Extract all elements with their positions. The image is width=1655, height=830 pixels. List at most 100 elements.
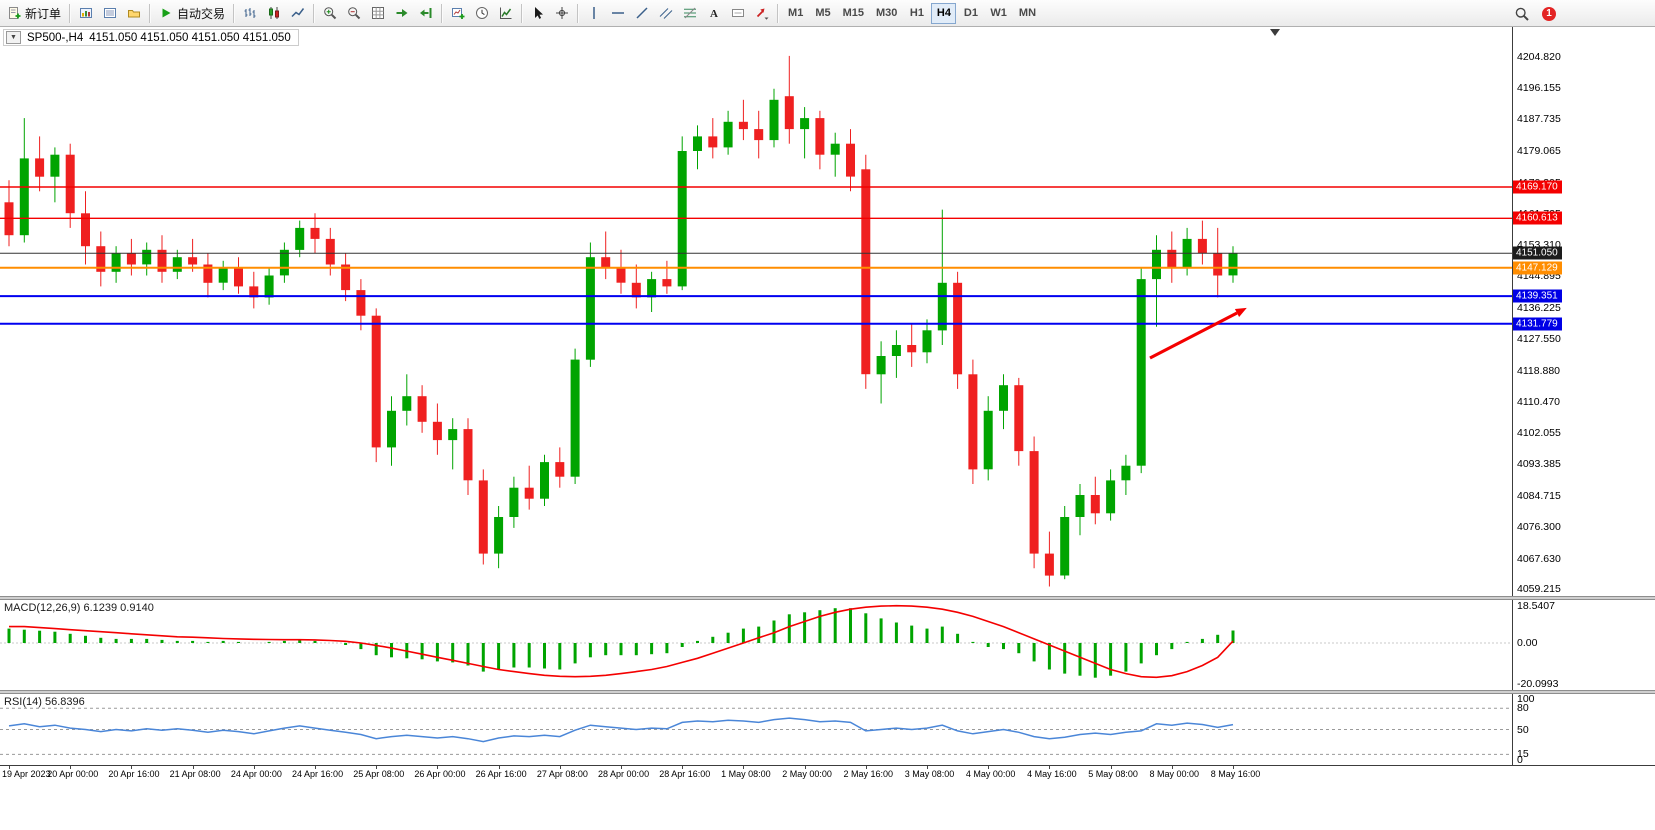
bar-chart-button[interactable]	[238, 2, 262, 25]
new-chart-button[interactable]	[446, 2, 470, 25]
rsi-pane[interactable]: RSI(14) 56.8396 100 80 50 15 0	[0, 694, 1655, 765]
chart-shift-marker[interactable]	[1270, 29, 1280, 36]
price-axis-label: 4084.715	[1517, 490, 1561, 502]
price-axis-label: 4136.225	[1517, 301, 1561, 314]
vline-icon	[593, 7, 595, 19]
indicators-button[interactable]	[494, 2, 518, 25]
rsi-axis-label: 100	[1517, 694, 1535, 705]
annotation-arrow	[1234, 307, 1247, 317]
period-button[interactable]	[470, 2, 494, 25]
rsi-label: RSI(14) 56.8396	[4, 696, 85, 708]
time-tick	[865, 766, 867, 769]
text-icon: A	[710, 8, 718, 20]
new-order-button[interactable]: 新订单	[2, 2, 66, 25]
time-axis-label: 21 Apr 08:00	[169, 769, 221, 779]
axis-divider	[1512, 694, 1513, 765]
horizontal-line-button[interactable]	[606, 2, 630, 25]
time-axis-label: 2 May 16:00	[843, 769, 894, 779]
time-axis-label: 5 May 08:00	[1088, 769, 1138, 779]
axis-divider	[1512, 27, 1513, 596]
price-axis-label: 4067.630	[1517, 552, 1561, 565]
macd-chart-canvas[interactable]	[0, 600, 1512, 690]
auto-trading-button[interactable]: 自动交易	[154, 2, 230, 25]
zoom-in-icon	[324, 7, 337, 20]
fibonacci-button[interactable]	[678, 2, 702, 25]
time-tick	[1110, 766, 1112, 769]
macd-pane[interactable]: MACD(12,26,9) 6.1239 0.9140 18.5407 0.00 -…	[0, 600, 1655, 690]
toolbar-separator	[441, 3, 444, 23]
price-chart-canvas[interactable]	[0, 27, 1512, 596]
price-axis-label: 4196.155	[1517, 82, 1561, 95]
channel-button[interactable]	[654, 2, 678, 25]
price-axis-label: 4187.735	[1517, 113, 1561, 126]
price-axis-label: 4204.820	[1517, 50, 1561, 63]
indicator-icon	[500, 7, 512, 19]
chart-ohlc-values: 4151.050 4151.050 4151.050 4151.050	[89, 31, 291, 44]
time-axis[interactable]: 19 Apr 2023 20 Apr 00:00 20 Apr 16:00 21 Ap…	[0, 765, 1655, 782]
macd-label: MACD(12,26,9) 6.1239 0.9140	[4, 602, 154, 614]
trendline-button[interactable]	[630, 2, 654, 25]
price-tag: 4160.613	[1513, 211, 1562, 225]
navigator-button[interactable]	[122, 2, 146, 25]
timeframe-m1[interactable]: M1	[788, 7, 804, 19]
crosshair-icon	[556, 7, 569, 19]
axis-divider	[1512, 600, 1513, 690]
time-axis-label: 20 Apr 00:00	[47, 769, 99, 779]
auto-scroll-icon	[396, 9, 408, 17]
one-click-collapse-button[interactable]: ▼	[6, 31, 21, 44]
time-axis-label: 2 May 00:00	[782, 769, 832, 779]
price-pane[interactable]: ▼ SP500-,H4 4151.050 4151.050 4151.050 4…	[0, 27, 1655, 596]
channel-icon	[659, 8, 673, 19]
label-button[interactable]	[726, 2, 750, 25]
timeframe-m5[interactable]: M5	[815, 7, 831, 19]
cursor-button[interactable]	[526, 2, 550, 25]
arrows-button[interactable]	[750, 2, 774, 25]
bars-icon	[244, 8, 256, 18]
time-axis-label: 26 Apr 16:00	[475, 769, 527, 779]
pane-splitter[interactable]	[0, 690, 1655, 694]
pane-splitter[interactable]	[0, 596, 1655, 600]
timeframe-w1[interactable]: W1	[990, 7, 1007, 19]
time-tick	[682, 766, 684, 769]
timeframe-m30[interactable]: M30	[876, 7, 898, 19]
rsi-axis-label: 15	[1517, 748, 1529, 761]
time-tick	[621, 766, 622, 769]
line-chart-button[interactable]	[286, 2, 310, 25]
data-window-button[interactable]	[98, 2, 122, 25]
search-button[interactable]	[1510, 2, 1534, 25]
market-watch-button[interactable]	[74, 2, 98, 25]
zoom-in-button[interactable]	[318, 2, 342, 25]
time-tick	[1233, 766, 1234, 769]
toolbar-separator	[577, 3, 580, 23]
auto-scroll-button[interactable]	[390, 2, 414, 25]
tile-windows-button[interactable]	[366, 2, 390, 25]
zoom-out-button[interactable]	[342, 2, 366, 25]
time-axis-label: 20 Apr 16:00	[108, 769, 160, 779]
time-axis-label: 24 Apr 16:00	[292, 769, 344, 779]
time-tick	[192, 766, 194, 769]
time-tick	[131, 766, 133, 769]
market-watch-icon	[80, 8, 93, 18]
time-tick	[253, 766, 255, 769]
time-axis-label: 19 Apr 2023	[2, 769, 51, 779]
text-button[interactable]: A	[702, 2, 726, 25]
vertical-line-button[interactable]	[582, 2, 606, 25]
time-axis-label: 4 May 16:00	[1027, 769, 1077, 779]
time-tick	[9, 766, 10, 769]
new-order-icon	[9, 7, 21, 19]
chart-symbol-period: SP500-,H4	[27, 31, 84, 44]
macd-axis-label: -20.0993	[1517, 678, 1559, 690]
timeframe-d1[interactable]: D1	[963, 7, 978, 19]
timeframe-mn[interactable]: MN	[1018, 7, 1037, 19]
chart-shift-button[interactable]	[414, 2, 438, 25]
timeframe-h4[interactable]: H4	[931, 2, 957, 24]
crosshair-button[interactable]	[550, 2, 574, 25]
timeframe-m15[interactable]: M15	[842, 7, 864, 19]
price-axis-label: 4127.550	[1517, 333, 1561, 346]
price-tag: 4169.170	[1513, 180, 1562, 194]
candlestick-chart-button[interactable]	[262, 2, 286, 25]
timeframe-h1[interactable]: H1	[909, 7, 924, 19]
rsi-axis-label: 80	[1517, 702, 1529, 715]
notification-badge[interactable]: 1	[1542, 6, 1556, 21]
rsi-chart-canvas[interactable]	[0, 694, 1512, 765]
